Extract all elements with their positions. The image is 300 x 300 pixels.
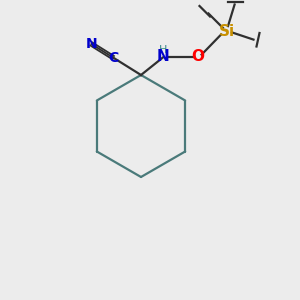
Text: C: C [108,50,118,64]
Text: N: N [85,37,97,51]
Text: O: O [191,50,205,64]
Text: H: H [159,45,168,56]
Text: Si: Si [218,24,235,39]
Text: N: N [157,50,170,64]
